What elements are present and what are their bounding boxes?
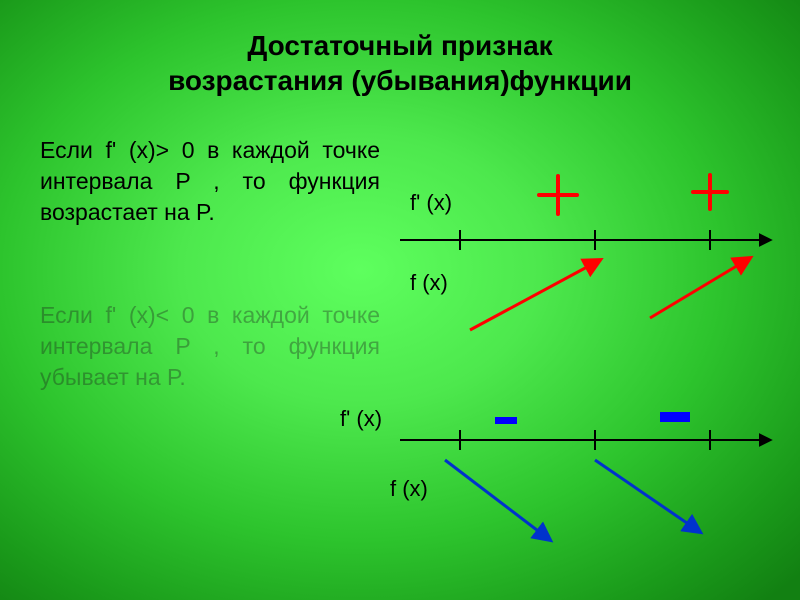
title-line-2: возрастания (убывания)функции <box>168 65 632 96</box>
title-line-1: Достаточный признак <box>247 30 552 61</box>
paragraph-increasing: Если f' (x)> 0 в каждой точке интервала … <box>40 135 380 228</box>
paragraph-decreasing: Если f' (x)< 0 в каждой точке интервала … <box>40 300 380 393</box>
diagrams: f' (x) f (x) f' (x) f (x) <box>400 140 780 560</box>
diagram-svg <box>400 140 780 560</box>
slide-title: Достаточный признак возрастания (убывани… <box>0 0 800 98</box>
slide-content: Достаточный признак возрастания (убывани… <box>0 0 800 98</box>
label-f-prime-2: f' (x) <box>340 406 382 432</box>
